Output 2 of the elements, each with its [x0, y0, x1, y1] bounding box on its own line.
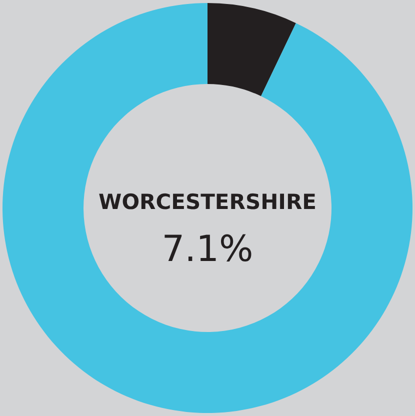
text: WORCESTERSHIRE — [98, 190, 316, 214]
text: 7.1% — [162, 229, 254, 270]
